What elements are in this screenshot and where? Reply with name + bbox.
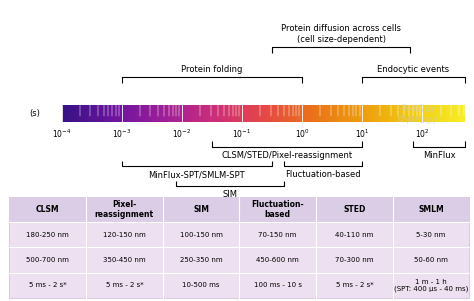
Text: $10^{0}$: $10^{0}$ — [295, 127, 310, 140]
Text: Pixel-
reassignment: Pixel- reassignment — [95, 200, 154, 219]
Text: 70-300 nm: 70-300 nm — [335, 257, 374, 263]
Text: 450-600 nm: 450-600 nm — [256, 257, 299, 263]
Text: MinFlux-SPT/SMLM-SPT: MinFlux-SPT/SMLM-SPT — [149, 170, 245, 179]
Text: CLSM: CLSM — [36, 205, 60, 214]
Text: Protein folding: Protein folding — [181, 65, 243, 74]
Text: Fluctuation-
based: Fluctuation- based — [251, 200, 304, 219]
Text: CLSM/STED/Pixel-reassignment: CLSM/STED/Pixel-reassignment — [221, 150, 353, 160]
Text: Fluctuation-based: Fluctuation-based — [285, 170, 361, 179]
Text: 1 m - 1 h
(SPT: 400 μs - 40 ms): 1 m - 1 h (SPT: 400 μs - 40 ms) — [394, 278, 468, 292]
Text: 10-500 ms: 10-500 ms — [182, 282, 220, 288]
Text: 5 ms - 2 s*: 5 ms - 2 s* — [106, 282, 143, 288]
Text: $10^{-4}$: $10^{-4}$ — [52, 127, 71, 140]
Text: 180-250 nm: 180-250 nm — [27, 231, 69, 237]
Text: SMLM: SMLM — [418, 205, 444, 214]
Text: 250-350 nm: 250-350 nm — [180, 257, 222, 263]
Text: STED: STED — [343, 205, 365, 214]
Text: 5 ms - 2 s*: 5 ms - 2 s* — [336, 282, 373, 288]
Text: Endocytic events: Endocytic events — [377, 65, 449, 74]
Text: 350-450 nm: 350-450 nm — [103, 257, 146, 263]
Text: (s): (s) — [29, 109, 40, 118]
Text: $10^{-2}$: $10^{-2}$ — [173, 127, 191, 140]
Text: 100-150 nm: 100-150 nm — [180, 231, 222, 237]
Text: 5 ms - 2 s*: 5 ms - 2 s* — [29, 282, 67, 288]
Text: $10^{-1}$: $10^{-1}$ — [232, 127, 252, 140]
Text: $10^{-3}$: $10^{-3}$ — [112, 127, 131, 140]
Text: $10^{1}$: $10^{1}$ — [355, 127, 370, 140]
Text: SIM: SIM — [222, 190, 237, 199]
Text: 100 ms - 10 s: 100 ms - 10 s — [254, 282, 301, 288]
Text: 120-150 nm: 120-150 nm — [103, 231, 146, 237]
Text: 500-700 nm: 500-700 nm — [27, 257, 69, 263]
Text: 5-30 nm: 5-30 nm — [416, 231, 446, 237]
Bar — [9, 197, 469, 222]
Text: SIM: SIM — [193, 205, 209, 214]
Bar — [9, 197, 469, 298]
Text: author
e-proof: author e-proof — [396, 102, 438, 127]
Text: 70-150 nm: 70-150 nm — [258, 231, 297, 237]
Text: 50-60 nm: 50-60 nm — [414, 257, 448, 263]
Text: 40-110 nm: 40-110 nm — [335, 231, 374, 237]
Text: Protein diffusion across cells
(cell size-dependent): Protein diffusion across cells (cell siz… — [281, 24, 401, 44]
Text: $10^{2}$: $10^{2}$ — [415, 127, 430, 140]
Text: MinFlux: MinFlux — [423, 150, 455, 160]
